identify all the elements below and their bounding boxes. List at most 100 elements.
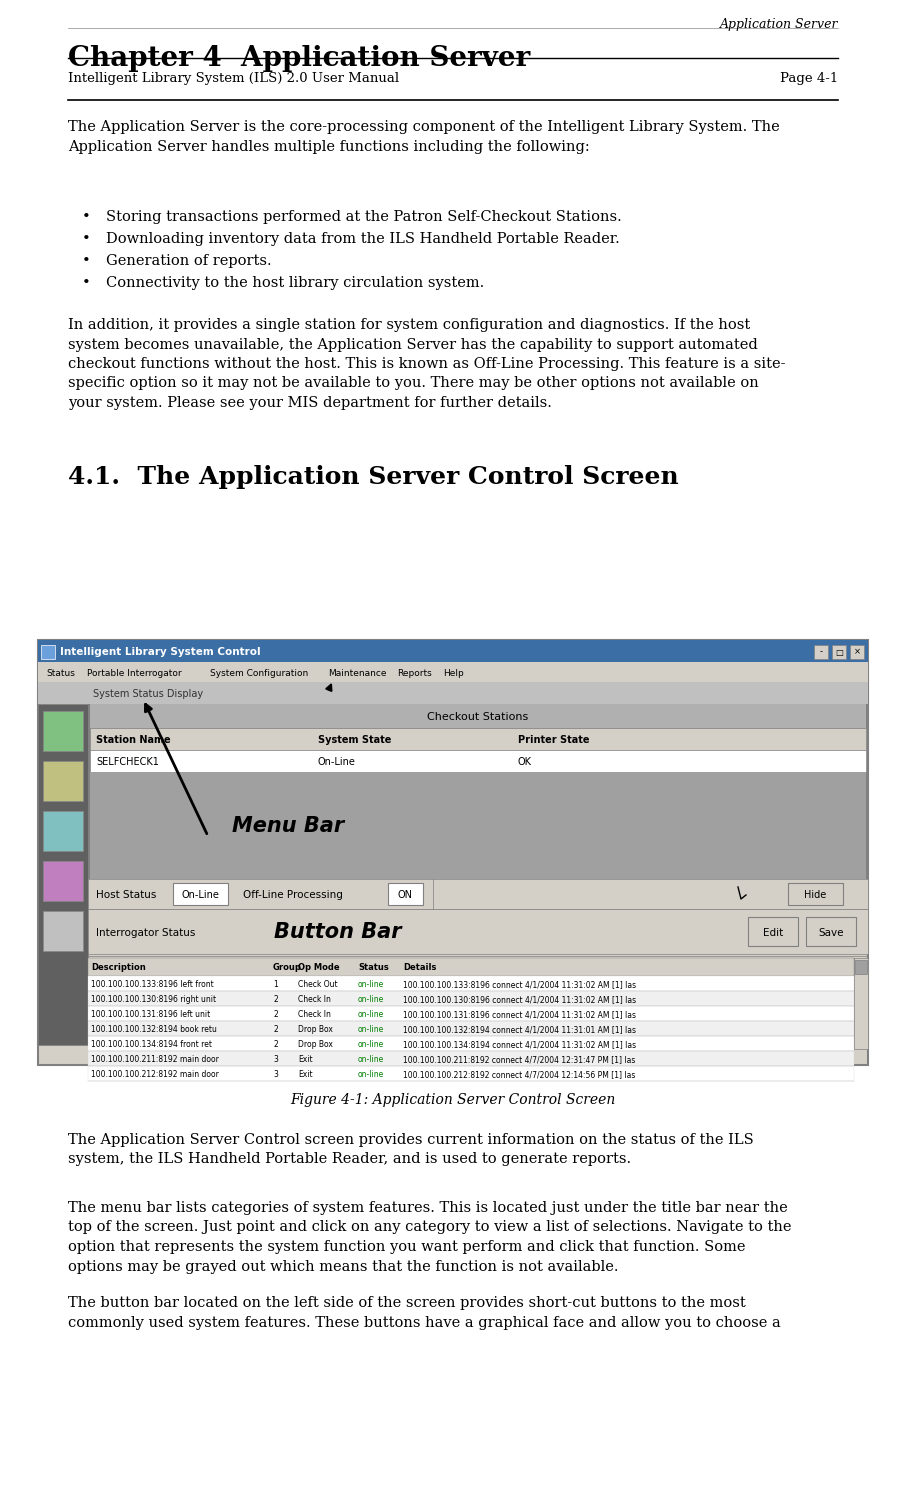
Text: Exit: Exit xyxy=(298,1070,313,1079)
FancyBboxPatch shape xyxy=(788,883,843,905)
Text: 2: 2 xyxy=(273,995,278,1004)
Text: 100.100.100.134:8194 connect 4/1/2004 11:31:02 AM [1] las: 100.100.100.134:8194 connect 4/1/2004 11… xyxy=(403,1040,636,1049)
FancyBboxPatch shape xyxy=(173,883,228,905)
FancyBboxPatch shape xyxy=(88,1035,854,1050)
Text: 100.100.100.131:8196 connect 4/1/2004 11:31:02 AM [1] las: 100.100.100.131:8196 connect 4/1/2004 11… xyxy=(403,1010,636,1019)
Text: Downloading inventory data from the ILS Handheld Portable Reader.: Downloading inventory data from the ILS … xyxy=(106,232,620,247)
Text: Intelligent Library System Control: Intelligent Library System Control xyxy=(60,647,261,657)
FancyBboxPatch shape xyxy=(88,976,854,991)
Text: Maintenance: Maintenance xyxy=(329,668,387,677)
Text: Connectivity to the host library circulation system.: Connectivity to the host library circula… xyxy=(106,276,484,290)
Text: 100.100.100.132:8194 connect 4/1/2004 11:31:01 AM [1] las: 100.100.100.132:8194 connect 4/1/2004 11… xyxy=(403,1025,636,1034)
Text: The Application Server Control screen provides current information on the status: The Application Server Control screen pr… xyxy=(68,1132,754,1167)
Text: 100.100.100.211:8192 main door: 100.100.100.211:8192 main door xyxy=(91,1055,219,1064)
Text: 100.100.100.212:8192 main door: 100.100.100.212:8192 main door xyxy=(91,1070,219,1079)
FancyBboxPatch shape xyxy=(850,645,864,659)
Text: Hide: Hide xyxy=(805,890,826,899)
Text: on-line: on-line xyxy=(358,1040,384,1049)
FancyBboxPatch shape xyxy=(90,750,866,772)
Text: Edit: Edit xyxy=(763,928,783,938)
Text: 100.100.100.212:8192 connect 4/7/2004 12:14:56 PM [1] las: 100.100.100.212:8192 connect 4/7/2004 12… xyxy=(403,1070,635,1079)
Text: on-line: on-line xyxy=(358,1010,384,1019)
Text: 2: 2 xyxy=(273,1025,278,1034)
Text: The Application Server is the core-processing component of the Intelligent Libra: The Application Server is the core-proce… xyxy=(68,120,780,154)
Text: 100.100.100.130:8196 right unit: 100.100.100.130:8196 right unit xyxy=(91,995,217,1004)
FancyBboxPatch shape xyxy=(43,811,83,852)
FancyBboxPatch shape xyxy=(90,772,866,878)
Text: Chapter 4  Application Server: Chapter 4 Application Server xyxy=(68,45,530,72)
Text: Help: Help xyxy=(444,668,464,677)
Text: Reports: Reports xyxy=(397,668,432,677)
FancyBboxPatch shape xyxy=(43,760,83,801)
FancyBboxPatch shape xyxy=(88,958,854,1049)
Text: on-line: on-line xyxy=(358,1070,384,1079)
FancyBboxPatch shape xyxy=(88,958,854,976)
FancyBboxPatch shape xyxy=(854,958,868,1049)
Text: 2: 2 xyxy=(273,1010,278,1019)
FancyBboxPatch shape xyxy=(88,1050,854,1067)
Text: Group: Group xyxy=(273,964,302,973)
Text: Storing transactions performed at the Patron Self-Checkout Stations.: Storing transactions performed at the Pa… xyxy=(106,211,622,224)
FancyBboxPatch shape xyxy=(41,645,55,659)
Text: •: • xyxy=(82,232,91,247)
Text: Figure 4-1: Application Server Control Screen: Figure 4-1: Application Server Control S… xyxy=(291,1094,615,1107)
Text: on-line: on-line xyxy=(358,1055,384,1064)
FancyBboxPatch shape xyxy=(88,878,868,908)
FancyBboxPatch shape xyxy=(88,704,868,878)
Text: 100.100.100.131:8196 left unit: 100.100.100.131:8196 left unit xyxy=(91,1010,210,1019)
FancyBboxPatch shape xyxy=(38,681,868,704)
Text: 100.100.100.133:8196 connect 4/1/2004 11:31:02 AM [1] las: 100.100.100.133:8196 connect 4/1/2004 11… xyxy=(403,980,636,989)
Text: -: - xyxy=(820,647,823,656)
Text: on-line: on-line xyxy=(358,995,384,1004)
Text: Exit: Exit xyxy=(298,1055,313,1064)
FancyBboxPatch shape xyxy=(43,861,83,901)
Text: Menu Bar: Menu Bar xyxy=(232,816,344,835)
Text: 100.100.100.133:8196 left front: 100.100.100.133:8196 left front xyxy=(91,980,214,989)
FancyBboxPatch shape xyxy=(43,911,83,952)
Text: 100.100.100.211:8192 connect 4/7/2004 12:31:47 PM [1] las: 100.100.100.211:8192 connect 4/7/2004 12… xyxy=(403,1055,635,1064)
Text: ON: ON xyxy=(398,890,413,899)
FancyBboxPatch shape xyxy=(88,908,868,955)
Text: ×: × xyxy=(853,647,861,656)
Text: OK: OK xyxy=(518,757,532,766)
Text: Check In: Check In xyxy=(298,995,331,1004)
Text: The menu bar lists categories of system features. This is located just under the: The menu bar lists categories of system … xyxy=(68,1201,792,1273)
FancyBboxPatch shape xyxy=(88,1005,854,1020)
Text: Printer State: Printer State xyxy=(518,735,590,746)
Text: 100.100.100.130:8196 connect 4/1/2004 11:31:02 AM [1] las: 100.100.100.130:8196 connect 4/1/2004 11… xyxy=(403,995,636,1004)
Text: 100.100.100.134:8194 front ret: 100.100.100.134:8194 front ret xyxy=(91,1040,212,1049)
Text: On-Line: On-Line xyxy=(318,757,356,766)
Text: Off-Line Processing: Off-Line Processing xyxy=(243,890,342,899)
Text: Check Out: Check Out xyxy=(298,980,338,989)
Text: Button Bar: Button Bar xyxy=(275,922,401,943)
Text: 3: 3 xyxy=(273,1070,278,1079)
Text: Drop Box: Drop Box xyxy=(298,1025,333,1034)
Text: Application Server: Application Server xyxy=(719,18,838,31)
Text: Status: Status xyxy=(358,964,389,973)
FancyBboxPatch shape xyxy=(748,917,798,946)
Text: System State: System State xyxy=(318,735,391,746)
Text: 3: 3 xyxy=(273,1055,278,1064)
Text: System Status Display: System Status Display xyxy=(93,689,203,699)
Text: Check In: Check In xyxy=(298,1010,331,1019)
Text: on-line: on-line xyxy=(358,1025,384,1034)
FancyBboxPatch shape xyxy=(814,645,828,659)
Text: Interrogator Status: Interrogator Status xyxy=(96,928,196,938)
Text: In addition, it provides a single station for system configuration and diagnosti: In addition, it provides a single statio… xyxy=(68,318,786,409)
FancyBboxPatch shape xyxy=(38,639,868,1065)
Text: Checkout Stations: Checkout Stations xyxy=(428,713,528,722)
Text: The button bar located on the left side of the screen provides short-cut buttons: The button bar located on the left side … xyxy=(68,1295,781,1330)
Text: Generation of reports.: Generation of reports. xyxy=(106,254,272,267)
Text: Details: Details xyxy=(403,964,437,973)
FancyBboxPatch shape xyxy=(806,917,856,946)
FancyBboxPatch shape xyxy=(43,711,83,751)
Text: 2: 2 xyxy=(273,1040,278,1049)
Text: Description: Description xyxy=(91,964,146,973)
Text: On-Line: On-Line xyxy=(181,890,219,899)
Text: Portable Interrogator: Portable Interrogator xyxy=(87,668,181,677)
FancyBboxPatch shape xyxy=(90,704,866,728)
Text: •: • xyxy=(82,276,91,290)
Text: on-line: on-line xyxy=(358,980,384,989)
Text: SELFCHECK1: SELFCHECK1 xyxy=(96,757,159,766)
FancyBboxPatch shape xyxy=(90,728,866,750)
